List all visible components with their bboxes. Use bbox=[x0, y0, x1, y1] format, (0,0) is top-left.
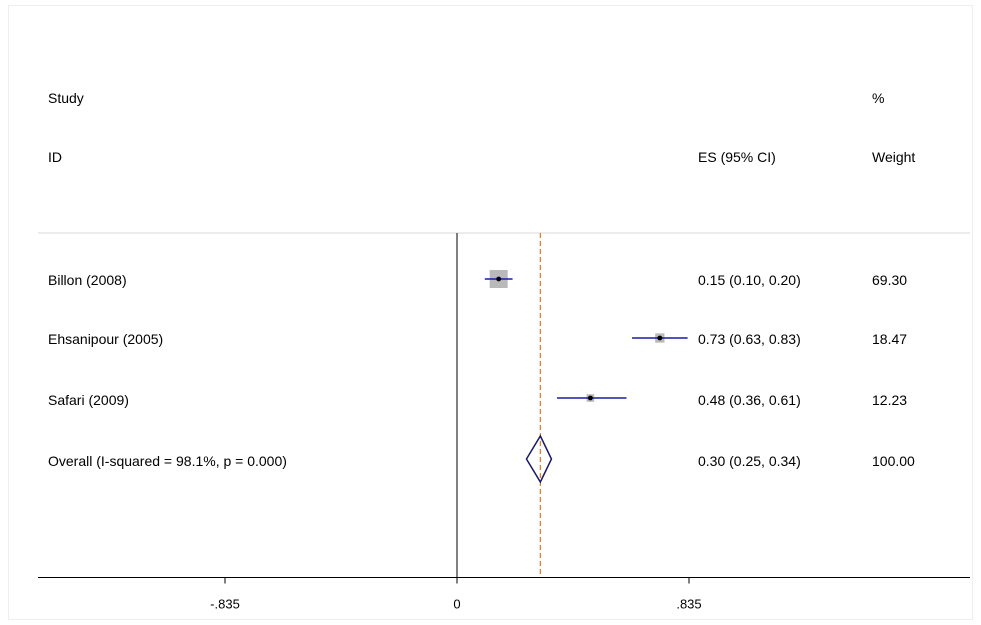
overall-label: Overall (I-squared = 98.1%, p = 0.000) bbox=[48, 453, 287, 469]
x-tick-label-0: 0 bbox=[453, 597, 460, 612]
study-label-safari: Safari (2009) bbox=[48, 392, 129, 408]
study-weight-safari: 12.23 bbox=[872, 392, 908, 408]
header-study: Study bbox=[48, 90, 84, 106]
overall-weight: 100.00 bbox=[872, 453, 915, 469]
point-estimate-billon bbox=[496, 276, 502, 282]
header-es-ci: ES (95% CI) bbox=[698, 149, 776, 165]
study-label-ehsanipour: Ehsanipour (2005) bbox=[48, 331, 164, 347]
study-ci-safari: 0.48 (0.36, 0.61) bbox=[698, 392, 801, 408]
study-label-billon: Billon (2008) bbox=[48, 272, 127, 288]
x-tick-label--.835: -.835 bbox=[210, 597, 240, 612]
point-estimate-ehsanipour bbox=[657, 335, 663, 341]
study-ci-billon: 0.15 (0.10, 0.20) bbox=[698, 272, 801, 288]
study-ci-ehsanipour: 0.73 (0.63, 0.83) bbox=[698, 331, 801, 347]
header-weight: Weight bbox=[872, 149, 916, 165]
chart-frame bbox=[8, 5, 973, 620]
x-tick-label-.835: .835 bbox=[676, 597, 701, 612]
overall-ci: 0.30 (0.25, 0.34) bbox=[698, 453, 801, 469]
study-weight-billon: 69.30 bbox=[872, 272, 908, 288]
point-estimate-safari bbox=[587, 395, 593, 401]
header-id: ID bbox=[48, 149, 62, 165]
header-percent: % bbox=[872, 90, 885, 106]
study-weight-ehsanipour: 18.47 bbox=[872, 331, 908, 347]
overall-diamond bbox=[525, 434, 553, 484]
